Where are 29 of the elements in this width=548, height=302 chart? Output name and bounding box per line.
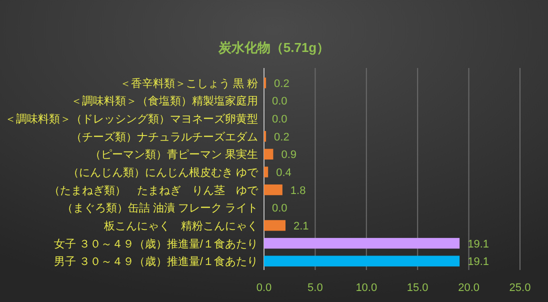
category: 男子 ３０～４９（歳）推進量/１食あたり bbox=[54, 256, 258, 268]
value-label: 2.1 bbox=[294, 220, 309, 232]
xtick: 0.0 bbox=[256, 282, 272, 294]
value-label: 1.8 bbox=[290, 184, 306, 197]
xtick: 10.0 bbox=[356, 282, 378, 294]
value-label: 0.0 bbox=[272, 202, 288, 215]
category: ＜香辛料類＞こしょう 黒 粉 bbox=[120, 78, 258, 90]
value-label: 0.2 bbox=[274, 131, 290, 144]
xtick: 5.0 bbox=[308, 282, 323, 294]
xtick: 15.0 bbox=[406, 282, 428, 294]
xtick: 25.0 bbox=[509, 282, 531, 294]
value-label: 0.2 bbox=[274, 78, 290, 90]
value-label: 19.1 bbox=[468, 256, 489, 268]
value-label: 0.0 bbox=[272, 96, 288, 108]
value-label: 0.9 bbox=[281, 149, 297, 162]
category: 板こんにゃく 精粉こんにゃく bbox=[104, 220, 258, 232]
value-label: 0.4 bbox=[276, 167, 292, 179]
value-label: 0.0 bbox=[272, 114, 288, 126]
category: ＜調味料類＞（ドレッシング類）マヨネーズ卵黄型 bbox=[5, 114, 258, 126]
xtick: 20.0 bbox=[458, 282, 480, 294]
category: ＜調味料類＞（食塩類）精製塩家庭用 bbox=[71, 96, 258, 108]
category: （たまねぎ類） たまねぎ りん茎 ゆで bbox=[49, 184, 258, 197]
category: （まぐろ類）缶詰 油漬 フレーク ライト bbox=[62, 202, 258, 215]
category: （ピーマン類）青ピーマン 果実生 bbox=[90, 149, 258, 162]
category: （チーズ類）ナチュラルチーズエダム bbox=[71, 131, 258, 144]
value-label: 19.1 bbox=[468, 238, 489, 250]
category: 女子 ３０～４９（歳）推進量/１食あたり bbox=[54, 238, 258, 250]
category: （にんじん類）にんじん根皮むき ゆで bbox=[68, 167, 258, 179]
title: 炭水化物（5.71g） bbox=[218, 40, 330, 55]
